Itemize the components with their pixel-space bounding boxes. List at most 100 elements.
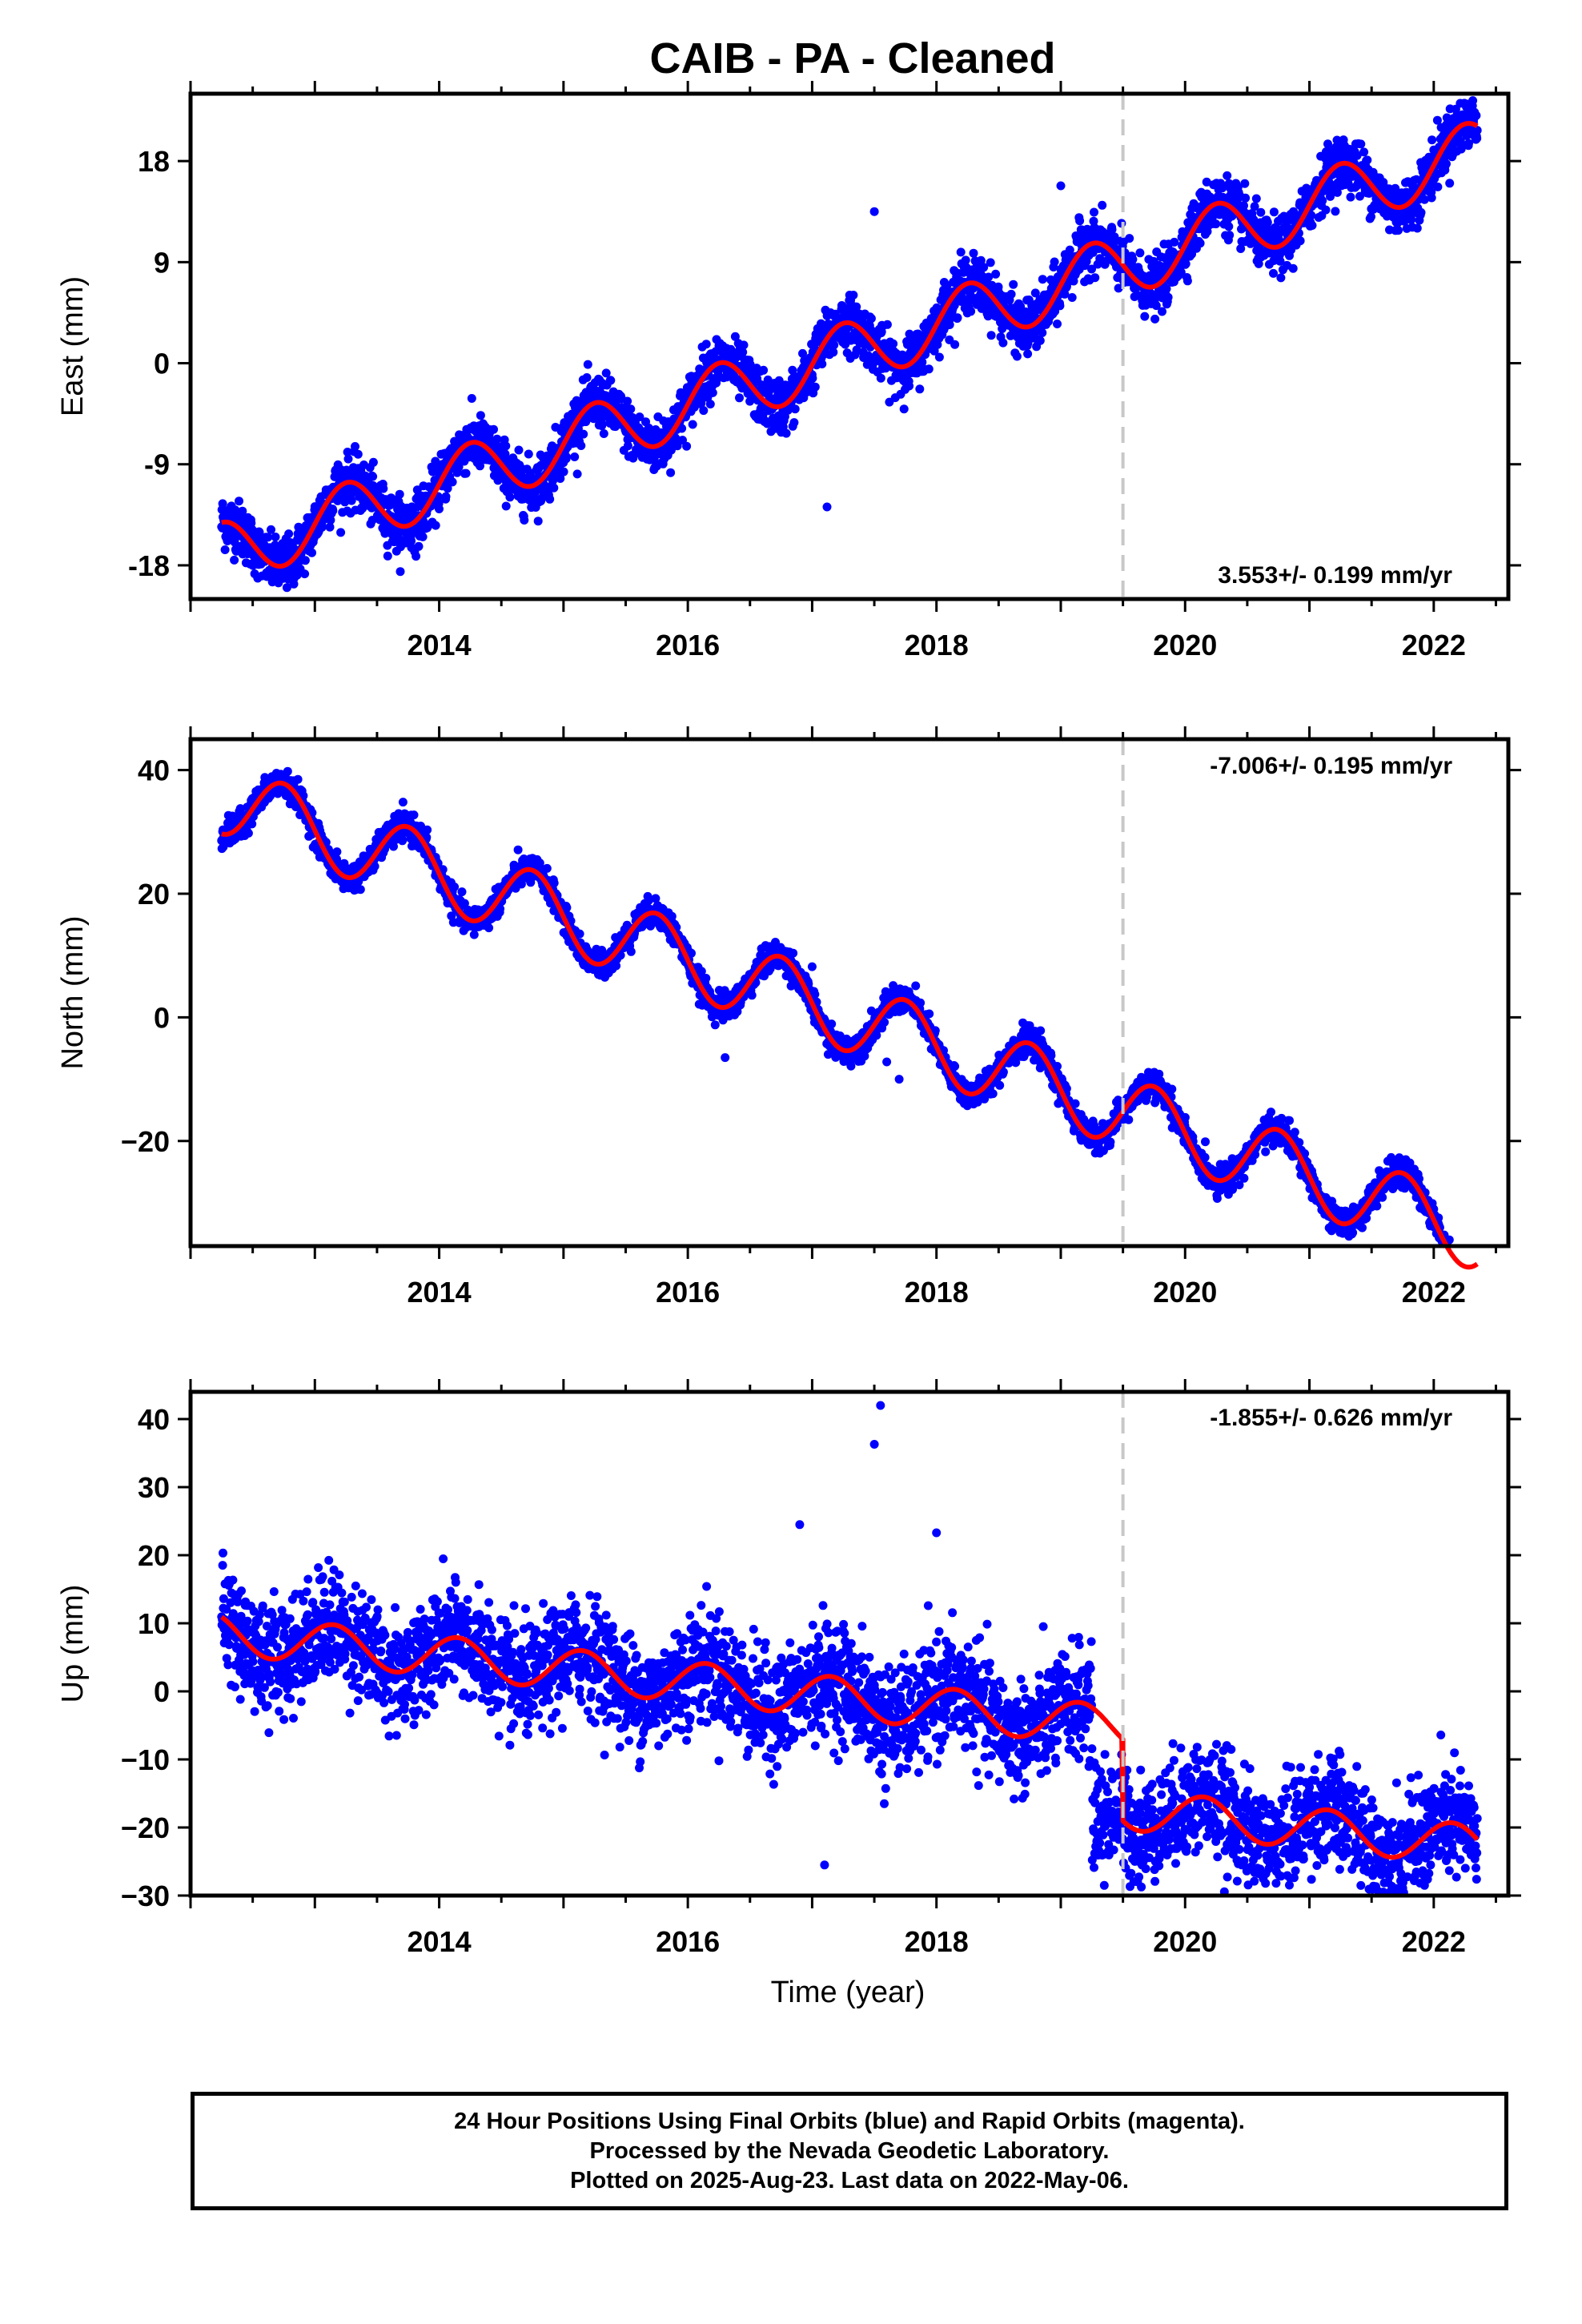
data-point	[284, 529, 294, 539]
data-point	[562, 903, 572, 912]
data-point	[1321, 205, 1331, 215]
data-point	[688, 420, 697, 429]
data-point	[431, 521, 440, 530]
data-point	[849, 291, 858, 300]
data-point	[597, 420, 607, 429]
outlier-point	[869, 207, 879, 216]
data-point	[263, 533, 273, 542]
data-point	[1182, 276, 1192, 286]
data-point	[343, 454, 353, 464]
data-point	[243, 828, 253, 838]
data-point	[247, 819, 257, 829]
data-point	[549, 879, 559, 888]
data-point	[520, 516, 529, 525]
data-point	[496, 904, 505, 914]
data-point	[1433, 182, 1443, 191]
data-point	[328, 506, 338, 516]
data-point	[1318, 196, 1327, 206]
data-point	[1331, 207, 1340, 216]
data-point	[293, 774, 303, 784]
data-point	[579, 429, 588, 439]
data-point	[435, 505, 444, 513]
data-point	[966, 307, 976, 316]
y-tick-label: 9	[154, 246, 170, 279]
data-point	[542, 863, 552, 873]
data-point	[739, 340, 749, 350]
data-point	[1472, 111, 1481, 120]
data-point	[986, 331, 996, 340]
data-point	[383, 551, 392, 561]
data-point	[220, 545, 230, 554]
data-point	[1053, 320, 1062, 328]
data-point	[759, 365, 769, 375]
data-point	[418, 532, 428, 541]
data-point	[606, 376, 616, 385]
data-point	[1346, 192, 1355, 202]
data-point	[623, 396, 632, 406]
data-point	[355, 885, 365, 895]
data-point	[1035, 336, 1045, 345]
data-point	[924, 364, 934, 374]
data-point	[1472, 134, 1482, 143]
data-point	[1269, 207, 1279, 217]
data-point	[789, 418, 799, 428]
data-point	[1427, 135, 1437, 145]
data-point	[238, 506, 247, 516]
data-point	[1288, 263, 1298, 273]
data-point	[1038, 275, 1047, 284]
data-point	[1125, 234, 1134, 243]
data-point	[230, 555, 239, 565]
data-point	[1038, 328, 1047, 337]
data-point	[559, 467, 568, 476]
data-point	[1269, 268, 1278, 278]
data-point	[781, 428, 791, 438]
data-point	[1135, 248, 1145, 258]
data-point	[575, 929, 584, 939]
data-point	[562, 452, 571, 461]
data-point	[583, 360, 592, 369]
data-point	[790, 404, 800, 414]
y-tick-label: 0	[154, 348, 170, 380]
data-point	[1239, 201, 1248, 211]
data-point	[666, 468, 676, 477]
data-point	[986, 258, 995, 267]
x-tick-label: 2016	[656, 629, 720, 661]
data-point	[1055, 301, 1065, 311]
data-point	[1276, 273, 1286, 283]
data-point	[368, 472, 378, 481]
data-point	[1075, 216, 1085, 226]
data-point	[1067, 293, 1077, 302]
outlier-point	[1056, 181, 1066, 191]
data-point	[398, 835, 408, 845]
y-tick-label: 18	[138, 145, 170, 178]
data-point	[1442, 159, 1451, 169]
data-point	[1158, 307, 1166, 316]
data-point	[1170, 237, 1179, 247]
data-point	[368, 457, 378, 467]
x-tick-label: 2018	[905, 629, 969, 661]
data-point	[448, 477, 457, 487]
data-point	[991, 269, 1001, 279]
data-point	[1295, 236, 1305, 246]
data-point	[300, 556, 310, 565]
data-point	[950, 340, 960, 349]
data-point	[1407, 215, 1416, 224]
data-point	[1023, 349, 1033, 359]
x-tick-label: 2020	[1153, 629, 1217, 661]
data-point	[476, 411, 485, 420]
data-point	[915, 384, 925, 394]
x-tick-label: 2022	[1402, 629, 1466, 661]
points-north	[217, 766, 1454, 1248]
data-point	[1412, 223, 1422, 233]
data-point	[409, 810, 419, 820]
data-point	[829, 340, 839, 350]
data-point	[271, 533, 280, 541]
y-axis-label: East (mm)	[56, 276, 90, 416]
data-point	[1363, 155, 1372, 165]
data-point	[524, 449, 533, 459]
data-point	[450, 883, 460, 891]
data-point	[317, 522, 327, 532]
data-point	[808, 373, 817, 383]
